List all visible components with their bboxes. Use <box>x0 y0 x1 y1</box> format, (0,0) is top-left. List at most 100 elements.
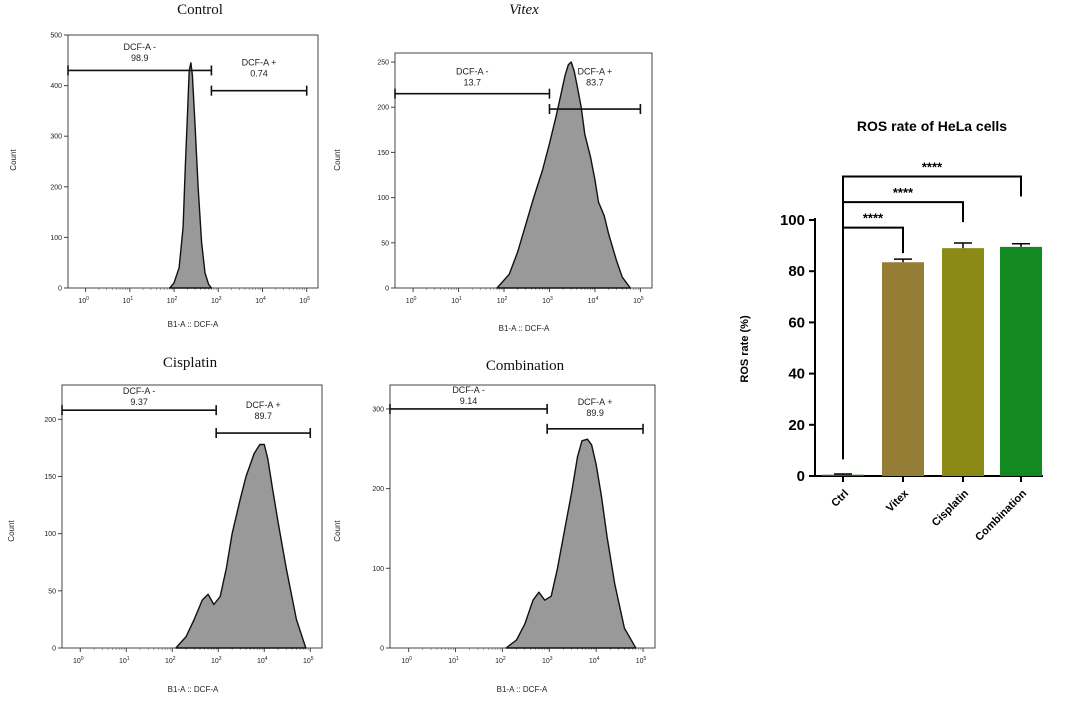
gate-percent: 13.7 <box>463 78 481 88</box>
y-tick-label: 100 <box>50 235 62 242</box>
x-tick-label: 100 <box>401 656 412 665</box>
x-tick-label: 104 <box>588 296 599 305</box>
y-tick-label: 100 <box>44 531 56 538</box>
category-label: Ctrl <box>829 488 851 510</box>
gate-name: DCF-A - <box>123 386 156 396</box>
y-tick-label: 400 <box>50 83 62 90</box>
gate-positive: DCF-A +0.74 <box>210 57 308 96</box>
x-axis-label: B1-A :: DCF-A <box>168 685 219 694</box>
bar-cisplatin <box>942 248 984 476</box>
x-tick-label: 101 <box>451 296 462 305</box>
histogram-area <box>505 438 637 649</box>
gate-percent: 9.14 <box>460 396 478 406</box>
y-tick-label: 200 <box>377 105 389 112</box>
ros-bar-chart: ROS rate of HeLa cells 0 20 40 60 80 100 ROS ra… <box>739 118 1043 544</box>
gate-negative: DCF-A -98.9 <box>67 42 213 76</box>
bar-vitex <box>882 262 924 476</box>
y-tick-label: 300 <box>372 406 384 413</box>
x-tick-label: 104 <box>255 296 266 305</box>
histogram-panel-2: Vitex 0 50 100 150 200 250 100 101 102 103 104 105 B1… <box>333 2 653 333</box>
gate-percent: 89.7 <box>254 411 272 421</box>
x-tick-label: 100 <box>406 296 417 305</box>
x-tick-label: 102 <box>167 296 178 305</box>
category-label: Vitex <box>884 487 912 515</box>
gate-name: DCF-A - <box>123 42 156 52</box>
category-label: Combination <box>973 487 1029 543</box>
gate-negative: DCF-A -9.14 <box>389 385 548 414</box>
x-tick-label: 101 <box>119 656 130 665</box>
y-axis-label: ROS rate (%) <box>739 315 751 383</box>
x-tick-label: 105 <box>299 296 310 305</box>
bar-combination <box>1000 246 1042 476</box>
y-axis-label: Count <box>333 149 342 171</box>
histogram-area <box>496 61 631 289</box>
gate-percent: 89.9 <box>586 408 604 418</box>
x-tick-label: 102 <box>495 656 506 665</box>
y-tick-label: 100 <box>780 212 805 229</box>
x-tick-label: 100 <box>73 656 84 665</box>
histogram-area <box>175 443 307 649</box>
x-tick-label: 105 <box>303 656 314 665</box>
bracket-line <box>842 201 964 223</box>
gate-name: DCF-A - <box>456 67 489 77</box>
chart-title: ROS rate of HeLa cells <box>857 118 1007 134</box>
gate-name: DCF-A - <box>452 385 485 395</box>
y-tick-label: 20 <box>788 417 805 434</box>
x-tick-label: 102 <box>497 296 508 305</box>
significance-bracket: **** <box>842 185 964 223</box>
y-tick-label: 200 <box>50 184 62 191</box>
gate-percent: 98.9 <box>131 53 149 63</box>
y-tick-label: 200 <box>44 417 56 424</box>
histogram-panel-4: Combination 0 100 200 300 100 101 102 103 104 105 B… <box>333 358 656 694</box>
x-tick-label: 103 <box>542 656 553 665</box>
x-tick-label: 104 <box>589 656 600 665</box>
y-tick-label: 50 <box>48 588 56 595</box>
panel-title: Cisplatin <box>163 355 218 371</box>
x-tick-label: 105 <box>633 296 644 305</box>
y-tick-label: 500 <box>50 33 62 40</box>
gate-percent: 9.37 <box>130 397 148 407</box>
category-label: Cisplatin <box>930 487 972 529</box>
significance-bracket: **** <box>842 159 1022 197</box>
y-tick-label: 100 <box>377 195 389 202</box>
x-tick-label: 103 <box>211 296 222 305</box>
bracket-line <box>842 175 1022 197</box>
x-tick-label: 103 <box>211 656 222 665</box>
y-tick-label: 100 <box>372 566 384 573</box>
x-tick-label: 101 <box>123 296 134 305</box>
histogram-panel-3: Cisplatin 0 50 100 150 200 100 101 102 103 104 105 B… <box>7 355 323 694</box>
bracket-line <box>842 226 904 254</box>
gate-positive: DCF-A +89.7 <box>215 400 312 439</box>
x-axis-label: B1-A :: DCF-A <box>497 685 548 694</box>
y-tick-label: 40 <box>788 366 805 383</box>
gate-name: DCF-A + <box>578 67 613 77</box>
x-axis-label: B1-A :: DCF-A <box>168 320 219 329</box>
gate-positive: DCF-A +83.7 <box>548 67 642 115</box>
x-axis-label: B1-A :: DCF-A <box>499 324 550 333</box>
gate-name: DCF-A + <box>246 400 281 410</box>
y-axis-label: Count <box>7 520 16 542</box>
x-tick-label: 104 <box>257 656 268 665</box>
y-axis-label: Count <box>333 520 342 542</box>
y-tick-label: 150 <box>44 474 56 481</box>
gate-name: DCF-A + <box>242 57 277 67</box>
x-tick-label: 102 <box>165 656 176 665</box>
y-tick-label: 60 <box>788 314 805 331</box>
y-tick-label: 0 <box>52 646 56 653</box>
y-axis-label: Count <box>9 149 18 171</box>
y-tick-label: 0 <box>385 286 389 293</box>
gate-percent: 0.74 <box>250 68 268 78</box>
bar-ctrl <box>822 474 864 476</box>
histogram-panel-1: Control 0 100 200 300 400 500 100 101 102 103 104 10… <box>9 2 319 329</box>
gate-percent: 83.7 <box>586 78 604 88</box>
y-tick-label: 150 <box>377 150 389 157</box>
panel-title: Combination <box>486 358 565 374</box>
x-tick-label: 101 <box>448 656 459 665</box>
gate-name: DCF-A + <box>578 397 613 407</box>
gate-negative: DCF-A -9.37 <box>61 386 217 416</box>
y-tick-label: 80 <box>788 263 805 280</box>
significance-stars: **** <box>893 185 914 200</box>
gate-positive: DCF-A +89.9 <box>546 397 644 434</box>
significance-bracket: **** <box>842 211 904 254</box>
